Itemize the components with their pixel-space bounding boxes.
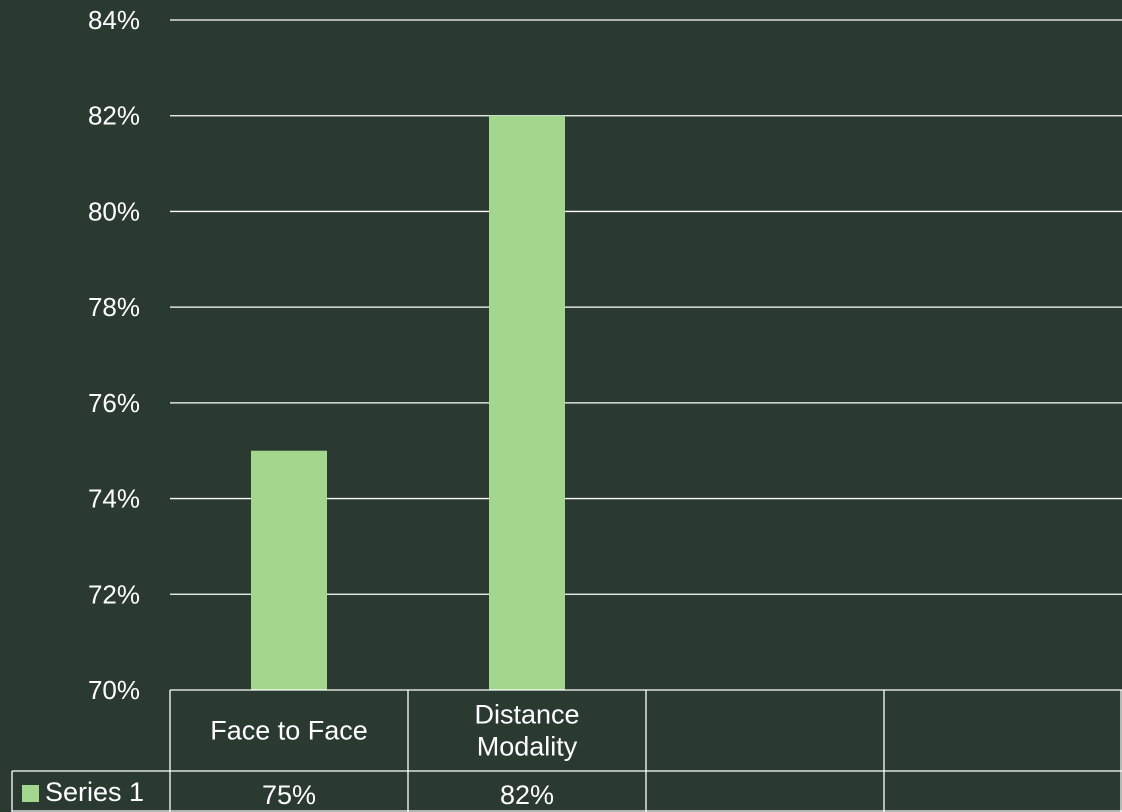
category-label: Modality bbox=[477, 732, 578, 762]
table-value: 75% bbox=[262, 780, 316, 810]
y-tick-label: 70% bbox=[88, 675, 140, 705]
y-tick-label: 78% bbox=[88, 292, 140, 322]
bars bbox=[251, 115, 565, 690]
category-label: Face to Face bbox=[210, 716, 368, 746]
y-tick-label: 82% bbox=[88, 101, 140, 131]
y-tick-label: 84% bbox=[88, 5, 140, 35]
table-value: 82% bbox=[500, 780, 554, 810]
y-tick-label: 80% bbox=[88, 196, 140, 226]
bar bbox=[489, 115, 565, 690]
gridlines bbox=[170, 19, 1122, 595]
legend-key bbox=[22, 785, 39, 802]
series-name: Series 1 bbox=[45, 777, 144, 807]
y-tick-label: 76% bbox=[88, 388, 140, 418]
bar bbox=[251, 450, 327, 690]
y-tick-label: 72% bbox=[88, 579, 140, 609]
y-axis-ticks: 70% 72% 74% 76% 78% 80% 82% 84% bbox=[88, 5, 140, 705]
y-tick-label: 74% bbox=[88, 484, 140, 514]
category-label: Distance bbox=[474, 700, 579, 730]
